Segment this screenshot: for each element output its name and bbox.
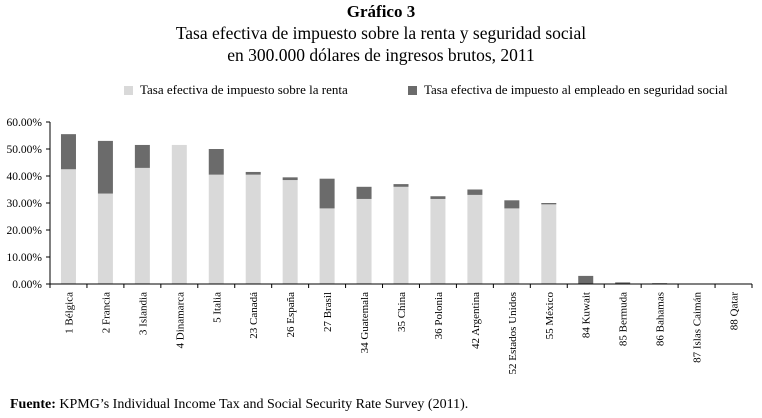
x-category-label: 52 Estados Unidos xyxy=(507,292,519,375)
chart-legend: Tasa efectiva de impuesto sobre la renta… xyxy=(0,82,762,102)
bar-renta xyxy=(319,208,335,284)
x-category-label: 85 Bermuda xyxy=(618,292,630,346)
bar-seguridad xyxy=(615,282,631,284)
y-tick-label: 50.00% xyxy=(7,144,43,156)
bar-renta xyxy=(393,186,409,284)
x-category-label: 55 México xyxy=(544,292,556,340)
bar-seguridad xyxy=(356,186,372,199)
bar-seguridad xyxy=(467,189,483,195)
x-category-label: 42 Argentina xyxy=(470,292,482,349)
bar-seguridad xyxy=(430,196,446,199)
bar-renta xyxy=(504,208,520,284)
y-tick-label: 0.00% xyxy=(12,279,42,291)
y-tick-label: 60.00% xyxy=(7,117,43,129)
y-tick-label: 10.00% xyxy=(7,252,43,264)
bar-renta xyxy=(282,180,298,284)
bar-renta xyxy=(541,204,557,284)
bar-renta xyxy=(430,198,446,284)
x-category-label: 27 Brasil xyxy=(322,292,334,332)
bar-seguridad xyxy=(60,134,76,170)
bar-renta xyxy=(134,167,150,284)
bar-seguridad xyxy=(134,144,150,168)
legend-label-seguridad: Tasa efectiva de impuesto al empleado en… xyxy=(424,82,728,97)
chart-subtitle-line-1: Tasa efectiva de impuesto sobre la renta… xyxy=(175,23,587,43)
bar-renta xyxy=(208,174,224,284)
source-label: Fuente: xyxy=(10,397,56,412)
y-tick-label: 40.00% xyxy=(7,171,43,183)
bar-seguridad xyxy=(541,203,557,205)
legend-label-renta: Tasa efectiva de impuesto sobre la renta xyxy=(140,82,348,97)
y-tick-label: 30.00% xyxy=(7,198,43,210)
legend-item-seguridad: Tasa efectiva de impuesto al empleado en… xyxy=(408,82,728,98)
x-category-label: 84 Kuwait xyxy=(581,292,593,338)
x-category-label: 23 Canadá xyxy=(248,292,260,339)
x-category-label: 26 España xyxy=(285,292,297,338)
bar-renta xyxy=(356,198,372,284)
bar-renta xyxy=(467,194,483,284)
source-text: KPMG’s Individual Income Tax and Social … xyxy=(59,397,469,412)
bar-seguridad xyxy=(578,275,594,284)
x-category-label: 1 Bélgica xyxy=(63,292,75,334)
x-category-label: 34 Guatemala xyxy=(359,292,371,354)
source-note: Fuente: KPMG’s Individual Income Tax and… xyxy=(10,397,468,413)
chart-title-block: Gráfico 3 Tasa efectiva de impuesto sobr… xyxy=(0,2,762,66)
x-category-label: 5 Italia xyxy=(211,292,223,323)
bar-seguridad xyxy=(393,184,409,187)
bar-chart: 0.00% 10.00% 20.00% 30.00% 40.00% 50.00% 60.00… xyxy=(7,117,753,375)
bar-seguridad xyxy=(208,149,224,175)
legend-swatch-renta xyxy=(124,85,133,95)
bar-seguridad xyxy=(282,177,298,181)
chart-subtitle-line-2: en 300.000 dólares de ingresos brutos, 2… xyxy=(227,45,535,65)
bar-renta xyxy=(171,144,187,284)
x-category-label: 36 Polonia xyxy=(433,292,445,339)
bar-renta xyxy=(245,174,261,284)
x-category-label: 88 Qatar xyxy=(729,292,741,331)
x-category-label: 4 Dinamarca xyxy=(174,292,186,349)
legend-item-renta: Tasa efectiva de impuesto sobre la renta xyxy=(124,82,348,98)
bar-renta xyxy=(97,193,113,284)
bar-renta xyxy=(60,169,76,284)
legend-swatch-seguridad xyxy=(408,85,417,95)
x-category-label: 35 China xyxy=(396,292,408,332)
bar-seguridad xyxy=(245,171,261,175)
x-category-label: 86 Bahamas xyxy=(655,292,667,346)
bar-seguridad xyxy=(97,140,113,194)
chart-title: Gráfico 3 xyxy=(346,2,416,21)
bar-seguridad xyxy=(319,178,335,209)
bar-seguridad xyxy=(504,200,520,209)
x-category-label: 3 Islandia xyxy=(137,292,149,335)
x-category-label: 2 Francia xyxy=(100,292,112,333)
x-category-label: 87 Islas Caimán xyxy=(692,292,704,363)
y-tick-label: 20.00% xyxy=(7,225,43,237)
